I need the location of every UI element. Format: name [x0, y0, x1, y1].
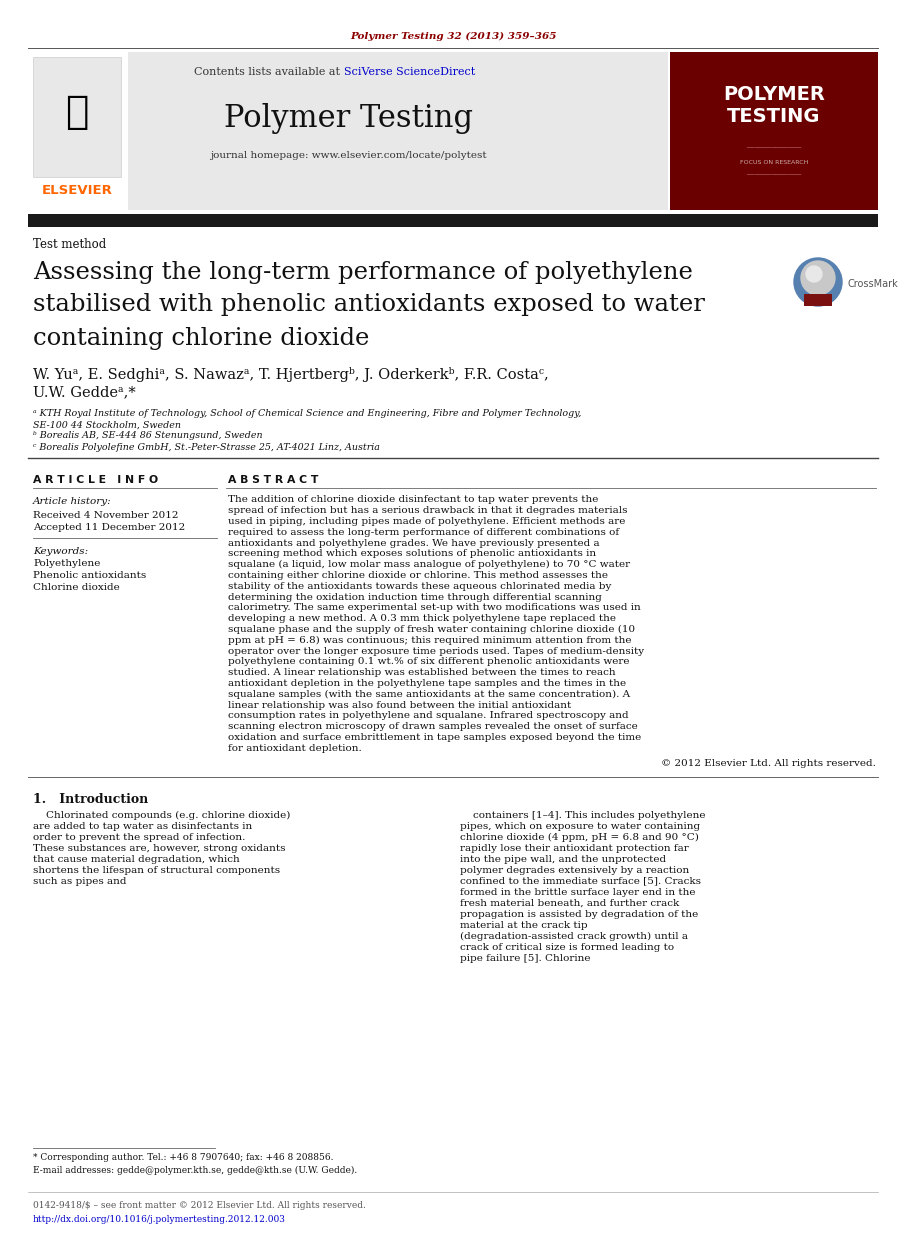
Text: 1.   Introduction: 1. Introduction — [33, 792, 148, 806]
Text: SciVerse ScienceDirect: SciVerse ScienceDirect — [344, 67, 475, 77]
Text: polyethylene containing 0.1 wt.% of six different phenolic antioxidants were: polyethylene containing 0.1 wt.% of six … — [228, 657, 629, 666]
FancyBboxPatch shape — [28, 52, 668, 210]
Text: W. Yuᵃ, E. Sedghiᵃ, S. Nawazᵃ, T. Hjertbergᵇ, J. Oderkerkᵇ, F.R. Costaᶜ,: W. Yuᵃ, E. Sedghiᵃ, S. Nawazᵃ, T. Hjertb… — [33, 366, 549, 381]
Text: ᵃ KTH Royal Institute of Technology, School of Chemical Science and Engineering,: ᵃ KTH Royal Institute of Technology, Sch… — [33, 410, 581, 418]
Circle shape — [801, 261, 835, 295]
Text: oxidation and surface embrittlement in tape samples exposed beyond the time: oxidation and surface embrittlement in t… — [228, 733, 641, 742]
Text: TESTING: TESTING — [727, 106, 821, 125]
Text: into the pipe wall, and the unprotected: into the pipe wall, and the unprotected — [460, 854, 666, 864]
FancyBboxPatch shape — [33, 57, 121, 177]
Text: ─────────────: ───────────── — [746, 172, 802, 178]
Text: polymer degrades extensively by a reaction: polymer degrades extensively by a reacti… — [460, 865, 689, 875]
Text: ELSEVIER: ELSEVIER — [42, 183, 112, 197]
Text: pipes, which on exposure to water containing: pipes, which on exposure to water contai… — [460, 822, 700, 831]
Text: Assessing the long-term performance of polyethylene: Assessing the long-term performance of p… — [33, 260, 693, 284]
Text: screening method which exposes solutions of phenolic antioxidants in: screening method which exposes solutions… — [228, 550, 596, 558]
Text: squalane phase and the supply of fresh water containing chlorine dioxide (10: squalane phase and the supply of fresh w… — [228, 625, 635, 634]
Text: required to assess the long-term performance of different combinations of: required to assess the long-term perform… — [228, 527, 619, 537]
FancyBboxPatch shape — [28, 52, 128, 210]
Text: determining the oxidation induction time through differential scanning: determining the oxidation induction time… — [228, 593, 602, 602]
Text: Test method: Test method — [33, 238, 106, 250]
Text: Accepted 11 December 2012: Accepted 11 December 2012 — [33, 522, 185, 531]
Text: stabilised with phenolic antioxidants exposed to water: stabilised with phenolic antioxidants ex… — [33, 293, 705, 317]
Text: consumption rates in polyethylene and squalane. Infrared spectroscopy and: consumption rates in polyethylene and sq… — [228, 712, 629, 721]
Text: such as pipes and: such as pipes and — [33, 877, 126, 885]
Text: The addition of chlorine dioxide disinfectant to tap water prevents the: The addition of chlorine dioxide disinfe… — [228, 495, 599, 505]
Text: journal homepage: www.elsevier.com/locate/polytest: journal homepage: www.elsevier.com/locat… — [210, 151, 486, 161]
Text: for antioxidant depletion.: for antioxidant depletion. — [228, 744, 362, 753]
Text: scanning electron microscopy of drawn samples revealed the onset of surface: scanning electron microscopy of drawn sa… — [228, 722, 638, 732]
Text: Polymer Testing 32 (2013) 359–365: Polymer Testing 32 (2013) 359–365 — [350, 31, 556, 41]
Text: Polymer Testing: Polymer Testing — [223, 103, 473, 134]
Text: calorimetry. The same experimental set-up with two modifications was used in: calorimetry. The same experimental set-u… — [228, 603, 640, 613]
Text: SE-100 44 Stockholm, Sweden: SE-100 44 Stockholm, Sweden — [33, 421, 181, 430]
Text: 0142-9418/$ – see front matter © 2012 Elsevier Ltd. All rights reserved.: 0142-9418/$ – see front matter © 2012 El… — [33, 1202, 366, 1211]
Text: U.W. Geddeᵃ,*: U.W. Geddeᵃ,* — [33, 385, 136, 399]
Text: Polyethylene: Polyethylene — [33, 558, 101, 567]
Text: chlorine dioxide (4 ppm, pH = 6.8 and 90 °C): chlorine dioxide (4 ppm, pH = 6.8 and 90… — [460, 833, 699, 842]
Text: Article history:: Article history: — [33, 498, 112, 506]
Text: operator over the longer exposure time periods used. Tapes of medium-density: operator over the longer exposure time p… — [228, 646, 644, 656]
Text: antioxidant depletion in the polyethylene tape samples and the times in the: antioxidant depletion in the polyethylen… — [228, 680, 626, 688]
Text: FOCUS ON RESEARCH: FOCUS ON RESEARCH — [740, 161, 808, 166]
Text: squalane (a liquid, low molar mass analogue of polyethylene) to 70 °C water: squalane (a liquid, low molar mass analo… — [228, 561, 630, 569]
Text: Received 4 November 2012: Received 4 November 2012 — [33, 510, 179, 520]
Text: © 2012 Elsevier Ltd. All rights reserved.: © 2012 Elsevier Ltd. All rights reserved… — [661, 759, 876, 768]
Text: rapidly lose their antioxidant protection far: rapidly lose their antioxidant protectio… — [460, 844, 688, 853]
Text: crack of critical size is formed leading to: crack of critical size is formed leading… — [460, 942, 674, 952]
Text: studied. A linear relationship was established between the times to reach: studied. A linear relationship was estab… — [228, 669, 616, 677]
Text: formed in the brittle surface layer end in the: formed in the brittle surface layer end … — [460, 888, 696, 896]
Text: developing a new method. A 0.3 mm thick polyethylene tape replaced the: developing a new method. A 0.3 mm thick … — [228, 614, 616, 623]
Text: are added to tap water as disinfectants in: are added to tap water as disinfectants … — [33, 822, 252, 831]
Text: http://dx.doi.org/10.1016/j.polymertesting.2012.12.003: http://dx.doi.org/10.1016/j.polymertesti… — [33, 1216, 286, 1224]
Text: Contents lists available at: Contents lists available at — [194, 67, 344, 77]
Text: ppm at pH = 6.8) was continuous; this required minimum attention from the: ppm at pH = 6.8) was continuous; this re… — [228, 636, 631, 645]
Text: used in piping, including pipes made of polyethylene. Efficient methods are: used in piping, including pipes made of … — [228, 517, 625, 526]
Text: propagation is assisted by degradation of the: propagation is assisted by degradation o… — [460, 910, 698, 919]
FancyBboxPatch shape — [28, 214, 878, 227]
Text: (degradation-assisted crack growth) until a: (degradation-assisted crack growth) unti… — [460, 932, 688, 941]
Text: A B S T R A C T: A B S T R A C T — [228, 475, 318, 485]
Text: order to prevent the spread of infection.: order to prevent the spread of infection… — [33, 833, 246, 842]
Text: pipe failure [5]. Chlorine: pipe failure [5]. Chlorine — [460, 953, 590, 963]
Text: Chlorine dioxide: Chlorine dioxide — [33, 583, 120, 592]
Text: * Corresponding author. Tel.: +46 8 7907640; fax: +46 8 208856.: * Corresponding author. Tel.: +46 8 7907… — [33, 1154, 334, 1162]
Text: Phenolic antioxidants: Phenolic antioxidants — [33, 571, 146, 579]
FancyBboxPatch shape — [804, 293, 832, 306]
Text: containing chlorine dioxide: containing chlorine dioxide — [33, 327, 369, 349]
Text: POLYMER: POLYMER — [723, 85, 825, 104]
Text: containing either chlorine dioxide or chlorine. This method assesses the: containing either chlorine dioxide or ch… — [228, 571, 608, 581]
Text: fresh material beneath, and further crack: fresh material beneath, and further crac… — [460, 899, 679, 907]
Text: containers [1–4]. This includes polyethylene: containers [1–4]. This includes polyethy… — [460, 811, 706, 820]
Text: ᶜ Borealis Polyolefine GmbH, St.-Peter-Strasse 25, AT-4021 Linz, Austria: ᶜ Borealis Polyolefine GmbH, St.-Peter-S… — [33, 442, 380, 452]
Text: shortens the lifespan of structural components: shortens the lifespan of structural comp… — [33, 865, 280, 875]
Text: stability of the antioxidants towards these aqueous chlorinated media by: stability of the antioxidants towards th… — [228, 582, 611, 591]
Circle shape — [794, 258, 842, 306]
Text: These substances are, however, strong oxidants: These substances are, however, strong ox… — [33, 844, 286, 853]
Text: A R T I C L E   I N F O: A R T I C L E I N F O — [33, 475, 158, 485]
Text: 🌳: 🌳 — [65, 93, 89, 131]
Text: ─────────────: ───────────── — [746, 145, 802, 151]
Text: squalane samples (with the same antioxidants at the same concentration). A: squalane samples (with the same antioxid… — [228, 690, 630, 699]
Text: Keywords:: Keywords: — [33, 546, 88, 556]
Text: CrossMark: CrossMark — [847, 279, 898, 288]
Text: antioxidants and polyethylene grades. We have previously presented a: antioxidants and polyethylene grades. We… — [228, 539, 600, 547]
Text: material at the crack tip: material at the crack tip — [460, 921, 588, 930]
FancyBboxPatch shape — [670, 52, 878, 210]
Text: spread of infection but has a serious drawback in that it degrades materials: spread of infection but has a serious dr… — [228, 506, 628, 515]
Text: E-mail addresses: gedde@polymer.kth.se, gedde@kth.se (U.W. Gedde).: E-mail addresses: gedde@polymer.kth.se, … — [33, 1165, 357, 1175]
Text: ᵇ Borealis AB, SE-444 86 Stenungsund, Sweden: ᵇ Borealis AB, SE-444 86 Stenungsund, Sw… — [33, 432, 263, 441]
Circle shape — [806, 266, 822, 282]
Text: Chlorinated compounds (e.g. chlorine dioxide): Chlorinated compounds (e.g. chlorine dio… — [33, 811, 290, 820]
Text: confined to the immediate surface [5]. Cracks: confined to the immediate surface [5]. C… — [460, 877, 701, 885]
Text: that cause material degradation, which: that cause material degradation, which — [33, 854, 239, 864]
Text: linear relationship was also found between the initial antioxidant: linear relationship was also found betwe… — [228, 701, 571, 709]
